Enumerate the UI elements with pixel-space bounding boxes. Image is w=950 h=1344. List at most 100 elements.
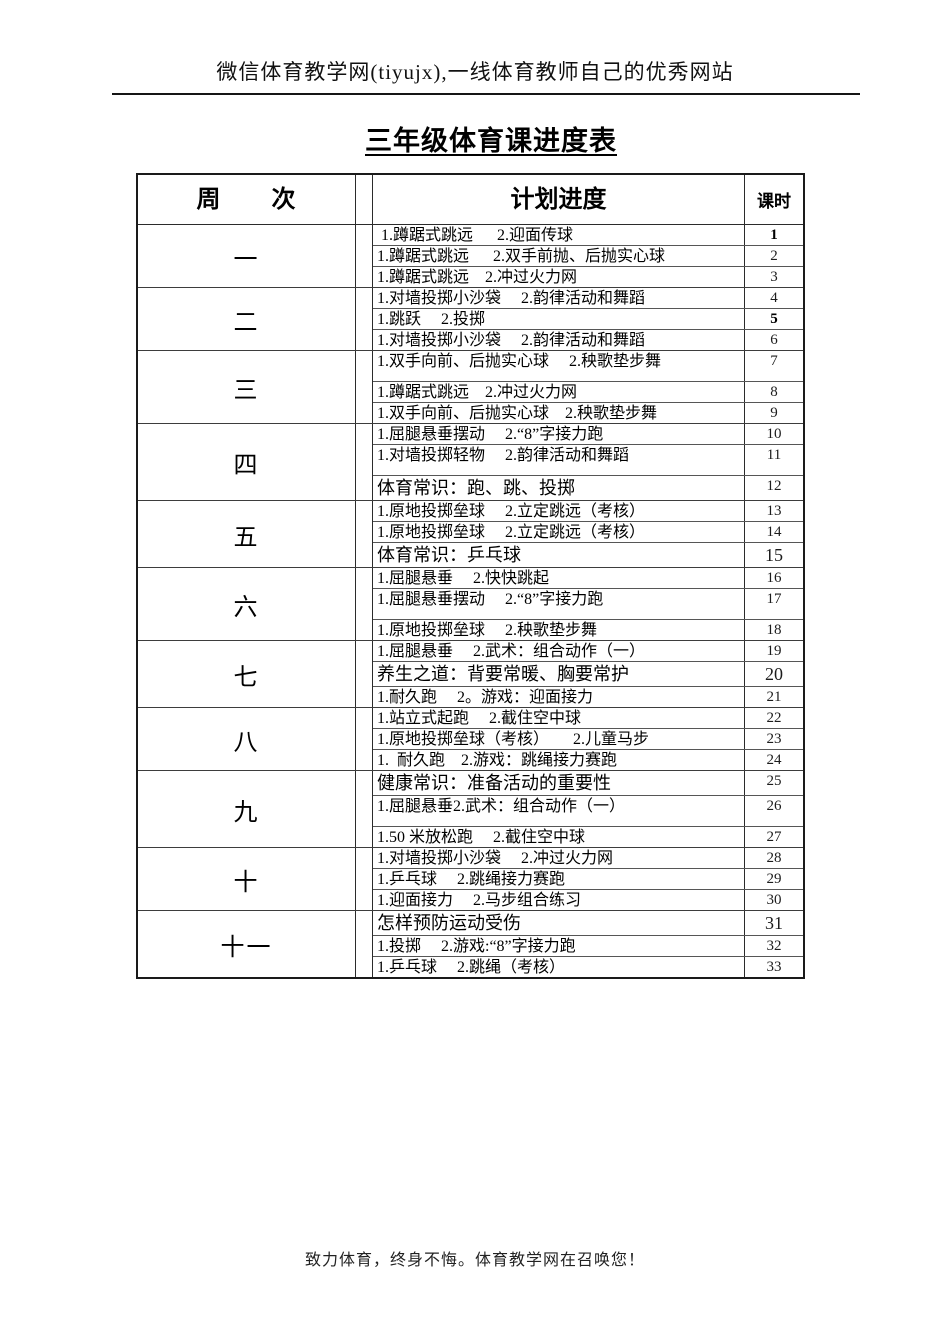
spacer-cell [356,911,373,977]
table-row: 1. 耐久跑 2.游戏：跳绳接力赛跑 24 [373,750,803,770]
spacer-cell [356,225,373,287]
hour-cell: 8 [770,384,778,400]
table-row: 1.双手向前、后抛实心球 2.秧歌垫步舞 7 [373,351,803,382]
plan-cell: 1.对墙投掷轻物 2.韵律活动和舞蹈 [373,445,745,475]
hour-cell: 4 [770,290,778,306]
plan-cell: 1.投掷 2.游戏:“8”字接力跑 [373,936,745,956]
table-row: 1.投掷 2.游戏:“8”字接力跑 32 [373,936,803,957]
week-section: 十一 怎样预防运动受伤 31 1.投掷 2.游戏:“8”字接力跑 32 1.乒乓球 2.跳… [138,911,803,977]
week-rows: 健康常识：准备活动的重要性 25 1.屈腿悬垂2.武术：组合动作（一） 26 1.50 … [373,771,803,847]
plan-cell: 1.迎面接力 2.马步组合练习 [373,890,745,910]
plan-cell: 1.屈腿悬垂摆动 2.“8”字接力跑 [373,589,745,619]
table-row: 1.屈腿悬垂摆动 2.“8”字接力跑 17 [373,589,803,620]
spacer-column [356,175,373,224]
plan-cell: 1.对墙投掷小沙袋 2.韵律活动和舞蹈 [373,288,745,308]
table-row: 1.原地投掷垒球（考核） 2.儿童马步 23 [373,729,803,750]
plan-cell: 1.蹲踞式跳远 2.双手前抛、后抛实心球 [373,246,745,266]
week-section: 五 1.原地投掷垒球 2.立定跳远（考核） 13 1.原地投掷垒球 2.立定跳远（考核… [138,501,803,568]
table-row: 1.原地投掷垒球 2.立定跳远（考核） 14 [373,522,803,543]
table-row: 1.对墙投掷小沙袋 2.冲过火力网 28 [373,848,803,869]
plan-cell: 1.原地投掷垒球 2.秧歌垫步舞 [373,620,745,640]
plan-cell: 1.蹲踞式跳远 2.冲过火力网 [373,382,745,402]
hour-cell: 15 [765,545,783,565]
week-section: 三 1.双手向前、后抛实心球 2.秧歌垫步舞 7 1.蹲踞式跳远 2.冲过火力网 8 1.… [138,351,803,424]
week-label: 五 [138,501,356,567]
hour-cell: 6 [770,332,778,348]
spacer-cell [356,424,373,500]
week-label: 九 [138,771,356,847]
spacer-cell [356,641,373,707]
hour-cell: 22 [766,710,782,726]
table-body: 一 1.蹲踞式跳远 2.迎面传球 1 1.蹲踞式跳远 2.双手前抛、后抛实心球 2 1.… [138,225,803,977]
week-section: 九健康常识：准备活动的重要性 25 1.屈腿悬垂2.武术：组合动作（一） 26 1.50… [138,771,803,848]
table-row: 1.屈腿悬垂2.武术：组合动作（一） 26 [373,796,803,827]
plan-cell: 体育常识：乒乓球 [373,543,745,567]
week-section: 二 1.对墙投掷小沙袋 2.韵律活动和舞蹈 4 1.跳跃 2.投掷 5 1.对墙投掷小沙袋… [138,288,803,351]
plan-cell: 怎样预防运动受伤 [373,911,745,935]
week-label: 八 [138,708,356,770]
hour-cell: 18 [766,622,782,638]
week-label: 十一 [138,911,356,977]
week-section: 七 1.屈腿悬垂 2.武术：组合动作（一） 19 养生之道：背要常暖、胸要常护 20 1.… [138,641,803,708]
week-rows: 1.对墙投掷小沙袋 2.冲过火力网 28 1.乒乓球 2.跳绳接力赛跑 29 1.迎面接… [373,848,803,910]
plan-cell: 健康常识：准备活动的重要性 [373,771,745,795]
footer-slogan: 致力体育，终身不悔。体育教学网在召唤您！ [304,1252,645,1269]
week-rows: 怎样预防运动受伤 31 1.投掷 2.游戏:“8”字接力跑 32 1.乒乓球 2.跳绳（… [373,911,803,977]
spacer-cell [356,771,373,847]
week-label: 三 [138,351,356,423]
plan-cell: 1.站立式起跑 2.截住空中球 [373,708,745,728]
table-row: 1.蹲踞式跳远 2.双手前抛、后抛实心球 2 [373,246,803,267]
plan-cell: 体育常识：跑、跳、投掷 [373,476,745,500]
hour-cell: 33 [766,959,782,975]
hour-cell: 9 [770,405,778,421]
table-row: 1.双手向前、后抛实心球 2.秧歌垫步舞 9 [373,403,803,423]
spacer-cell [356,288,373,350]
table-row: 1.对墙投掷轻物 2.韵律活动和舞蹈 11 [373,445,803,476]
hour-cell: 32 [766,938,782,954]
table-row: 1.乒乓球 2.跳绳（考核） 33 [373,957,803,977]
hour-cell: 10 [766,426,782,442]
week-label: 二 [138,288,356,350]
week-rows: 1.屈腿悬垂摆动 2.“8”字接力跑 10 1.对墙投掷轻物 2.韵律活动和舞蹈 11… [373,424,803,500]
plan-cell: 1.对墙投掷小沙袋 2.韵律活动和舞蹈 [373,330,745,350]
week-rows: 1.屈腿悬垂 2.快快跳起 16 1.屈腿悬垂摆动 2.“8”字接力跑 17 1.原地投… [373,568,803,640]
hour-cell: 30 [766,892,782,908]
table-row: 1.跳跃 2.投掷 5 [373,309,803,330]
plan-cell: 1.乒乓球 2.跳绳（考核） [373,957,745,977]
hour-cell: 31 [765,913,783,933]
plan-cell: 1.屈腿悬垂2.武术：组合动作（一） [373,796,745,826]
plan-cell: 1.蹲踞式跳远 2.迎面传球 [373,225,745,245]
hour-cell: 13 [766,503,782,519]
spacer-cell [356,568,373,640]
plan-cell: 1.双手向前、后抛实心球 2.秧歌垫步舞 [373,351,745,381]
schedule-table: 周 次 计划进度 课时 一 1.蹲踞式跳远 2.迎面传球 1 1.蹲踞式跳远 2.双… [136,173,805,979]
hour-cell: 28 [766,850,782,866]
week-section: 四 1.屈腿悬垂摆动 2.“8”字接力跑 10 1.对墙投掷轻物 2.韵律活动和舞蹈 1… [138,424,803,501]
plan-cell: 1.跳跃 2.投掷 [373,309,745,329]
table-row: 养生之道：背要常暖、胸要常护 20 [373,662,803,687]
plan-cell: 养生之道：背要常暖、胸要常护 [373,662,745,686]
plan-column-header: 计划进度 [373,175,745,224]
spacer-cell [356,501,373,567]
hour-cell: 24 [766,752,782,768]
hour-cell: 3 [770,269,778,285]
table-row: 怎样预防运动受伤 31 [373,911,803,936]
hour-cell: 26 [766,798,782,814]
header-divider [112,93,860,95]
table-row: 1.迎面接力 2.马步组合练习 30 [373,890,803,910]
hour-cell: 25 [766,773,782,789]
table-row: 1.50 米放松跑 2.截住空中球 27 [373,827,803,847]
table-row: 1.原地投掷垒球 2.立定跳远（考核） 13 [373,501,803,522]
site-header-text: 微信体育教学网(tiyujx),一线体育教师自己的优秀网站 [216,60,734,84]
table-row: 1.乒乓球 2.跳绳接力赛跑 29 [373,869,803,890]
hour-cell: 2 [770,248,778,264]
spacer-cell [356,351,373,423]
plan-cell: 1. 耐久跑 2.游戏：跳绳接力赛跑 [373,750,745,770]
hour-cell: 19 [766,643,782,659]
hour-cell: 1 [770,227,778,243]
week-section: 八 1.站立式起跑 2.截住空中球 22 1.原地投掷垒球（考核） 2.儿童马步 23 1… [138,708,803,771]
plan-cell: 1.屈腿悬垂 2.快快跳起 [373,568,745,588]
hour-cell: 5 [770,311,778,327]
plan-cell: 1.对墙投掷小沙袋 2.冲过火力网 [373,848,745,868]
table-row: 体育常识：乒乓球 15 [373,543,803,567]
